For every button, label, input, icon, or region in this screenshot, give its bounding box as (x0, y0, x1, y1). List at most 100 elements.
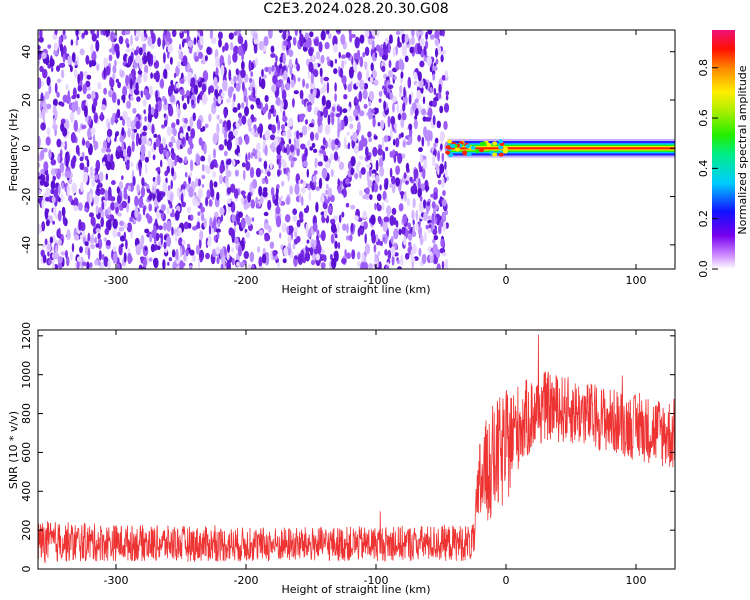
heatmap-cell (310, 259, 316, 266)
heatmap-cell (166, 165, 171, 174)
heatmap-cell (56, 138, 62, 148)
heatmap-cell (312, 89, 317, 99)
heatmap-cell (220, 91, 225, 98)
heatmap-cell (76, 36, 80, 41)
heatmap-cell (206, 46, 212, 55)
heatmap-cell (366, 163, 372, 168)
heatmap-cell (429, 251, 433, 256)
heatmap-cell (355, 81, 360, 87)
heatmap-cell (255, 57, 258, 66)
heatmap-cell (432, 73, 436, 81)
heatmap-cell (395, 165, 400, 175)
heatmap-cell (233, 220, 237, 227)
heatmap-cell (339, 67, 344, 78)
heatmap-cell (392, 102, 395, 113)
heatmap-cell (112, 112, 116, 122)
heatmap-cell (323, 76, 330, 82)
heatmap-cell (426, 201, 431, 207)
heatmap-cell (391, 183, 396, 194)
heatmap-cell (52, 175, 56, 182)
heatmap-cell (171, 208, 175, 216)
heatmap-cell (224, 42, 229, 52)
snr-line (38, 334, 675, 564)
heatmap-cell (400, 190, 404, 200)
heatmap-cell (334, 240, 338, 249)
heatmap-cell (83, 30, 89, 36)
heatmap-cell (425, 116, 430, 122)
heatmap-cell (192, 195, 196, 206)
heatmap-cell (334, 234, 338, 239)
heatmap-cell (282, 131, 287, 137)
heatmap-cell (411, 30, 415, 38)
signal-wiggle (486, 143, 492, 147)
heatmap-cell (439, 220, 444, 228)
heatmap-cell (137, 70, 143, 75)
heatmap-cell (281, 89, 287, 101)
heatmap-cell (328, 138, 332, 143)
heatmap-cell (395, 30, 401, 36)
heatmap-cell (59, 43, 64, 53)
heatmap-cell (342, 223, 347, 231)
heatmap-cell (379, 184, 382, 191)
heatmap-cell (126, 100, 132, 109)
heatmap-cell (210, 161, 215, 170)
heatmap-cell (144, 246, 148, 251)
heatmap-cell (93, 194, 100, 205)
heatmap-cell (309, 122, 314, 128)
heatmap-cell (244, 199, 247, 205)
y-tick-label: 1200 (20, 322, 33, 350)
heatmap-cell (147, 150, 152, 159)
heatmap-cell (39, 111, 42, 119)
heatmap-cell (143, 55, 149, 63)
heatmap-cell (75, 144, 80, 155)
heatmap-cell (208, 86, 211, 96)
heatmap-cell (184, 156, 188, 164)
heatmap-cell (241, 162, 246, 168)
heatmap-cell (377, 144, 383, 149)
heatmap-cell (435, 163, 439, 172)
heatmap-cell (216, 122, 220, 135)
heatmap-cell (108, 186, 112, 198)
heatmap-cell (186, 206, 191, 213)
heatmap-cell (437, 179, 442, 185)
heatmap-cell (323, 209, 328, 219)
heatmap-cell (283, 40, 288, 46)
heatmap-cell (413, 119, 418, 130)
heatmap-cell (233, 236, 239, 244)
heatmap-cell (148, 257, 153, 262)
heatmap-cell (112, 228, 117, 238)
heatmap-cell (231, 257, 235, 266)
heatmap-cell (397, 152, 403, 164)
heatmap-cell (183, 75, 187, 82)
heatmap-cell (265, 178, 269, 185)
heatmap-cell (363, 82, 369, 90)
signal-wiggle (448, 153, 454, 158)
heatmap-cell (87, 115, 92, 123)
heatmap-cell (191, 99, 195, 106)
heatmap-cell (382, 150, 386, 162)
heatmap-cell (208, 199, 213, 207)
heatmap-cell (415, 223, 419, 231)
heatmap-cell (292, 208, 298, 215)
heatmap-cell (283, 70, 288, 81)
heatmap-cell (134, 195, 139, 207)
heatmap-cell (235, 122, 240, 129)
heatmap-cell (333, 215, 339, 221)
heatmap-cell (282, 30, 287, 41)
heatmap-cell (155, 232, 160, 242)
heatmap-cell (145, 163, 148, 175)
heatmap-cell (376, 204, 382, 212)
heatmap-cell (408, 233, 413, 241)
heatmap-cell (382, 220, 388, 233)
heatmap-cell (257, 126, 260, 134)
heatmap-cell (373, 244, 377, 253)
heatmap-cell (317, 115, 322, 127)
heatmap-cell (200, 155, 205, 161)
heatmap-cell (72, 87, 77, 99)
heatmap-cell (78, 202, 83, 212)
heatmap-cell (282, 161, 288, 169)
heatmap-cell (134, 206, 139, 219)
heatmap-cell (50, 168, 57, 176)
heatmap-cell (150, 243, 156, 253)
heatmap-cell (77, 256, 82, 262)
